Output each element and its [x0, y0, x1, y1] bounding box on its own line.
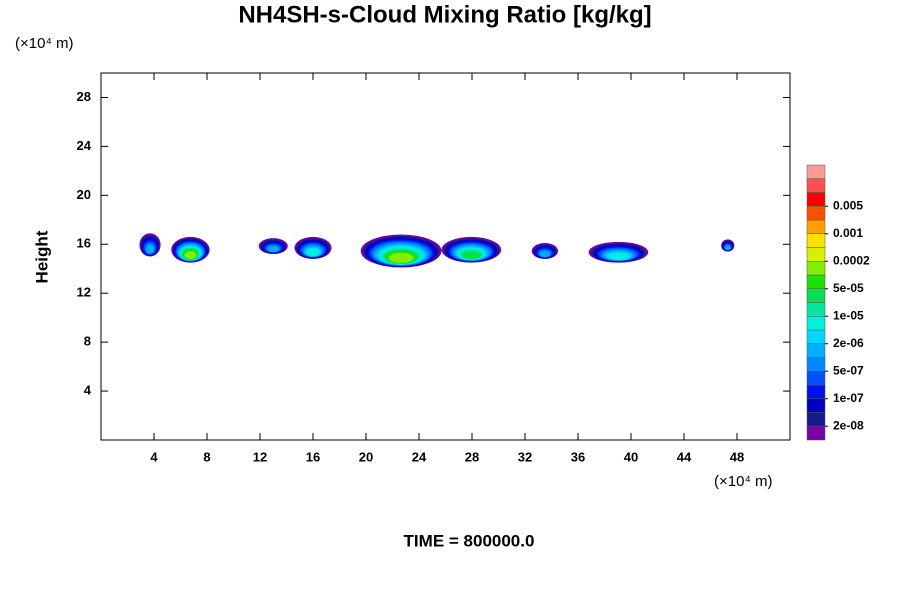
colorbar-swatch — [806, 426, 826, 441]
y-tick-label: 8 — [84, 334, 91, 349]
y-tick-label: 24 — [77, 138, 92, 153]
x-unit: (×10⁴ m) — [714, 473, 773, 490]
colorbar-swatch — [806, 206, 826, 221]
colorbar-label: 2e-06 — [833, 336, 864, 350]
colorbar-swatch — [806, 371, 826, 386]
x-tick-label: 36 — [571, 449, 585, 464]
colorbar-swatch — [806, 219, 826, 234]
y-axis-label: Height — [32, 230, 51, 283]
cloud-level — [608, 252, 629, 260]
y-tick-label: 20 — [77, 187, 91, 202]
colorbar-swatch — [806, 164, 826, 179]
chart-title: NH4SH-s-Cloud Mixing Ratio [kg/kg] — [238, 1, 651, 28]
colorbar-label: 2e-08 — [833, 418, 864, 432]
y-unit: (×10⁴ m) — [15, 35, 74, 52]
colorbar-swatch — [806, 261, 826, 276]
colorbar-label: 5e-07 — [833, 363, 864, 377]
x-tick-label: 12 — [253, 449, 267, 464]
colorbar-swatch — [806, 398, 826, 413]
y-tick-label: 4 — [84, 383, 92, 398]
x-tick-label: 8 — [203, 449, 210, 464]
colorbar-swatch — [806, 412, 826, 427]
y-tick-label: 16 — [77, 236, 91, 251]
x-tick-label: 16 — [306, 449, 320, 464]
colorbar-swatch — [806, 384, 826, 399]
cloud-level — [725, 245, 731, 251]
colorbar-label: 0.005 — [833, 198, 863, 212]
x-tick-label: 4 — [150, 449, 158, 464]
colorbar-label: 5e-05 — [833, 281, 864, 295]
x-tick-label: 20 — [359, 449, 373, 464]
plot-frame — [100, 72, 791, 441]
cloud-level — [388, 252, 414, 263]
colorbar-label: 1e-07 — [833, 391, 864, 405]
colorbar-swatch — [806, 192, 826, 207]
colorbar-swatch — [806, 247, 826, 262]
x-tick-label: 32 — [518, 449, 532, 464]
caption: TIME = 800000.0 — [404, 531, 535, 550]
x-tick-label: 24 — [412, 449, 427, 464]
cloud-level — [540, 251, 550, 257]
colorbar-swatch — [806, 343, 826, 358]
cloud-level — [146, 245, 154, 254]
y-tick-label: 28 — [77, 89, 91, 104]
colorbar-swatch — [806, 274, 826, 289]
cloud-level — [461, 250, 481, 260]
colorbar-swatch — [806, 329, 826, 344]
cloud-level — [306, 248, 320, 257]
cloud-level — [268, 246, 279, 253]
colorbar-label: 1e-05 — [833, 308, 864, 322]
x-tick-label: 48 — [730, 449, 744, 464]
colorbar-swatch — [806, 357, 826, 372]
colorbar-swatch — [806, 233, 826, 248]
colorbar-label: 0.0002 — [833, 253, 870, 267]
colorbar-swatch — [806, 178, 826, 193]
x-tick-label: 44 — [677, 449, 692, 464]
colorbar-swatch — [806, 316, 826, 331]
y-tick-label: 12 — [77, 285, 91, 300]
cloud-level — [184, 251, 197, 260]
contour-field — [139, 233, 735, 268]
colorbar-swatch — [806, 302, 826, 317]
x-tick-label: 28 — [465, 449, 479, 464]
colorbar-swatch — [806, 288, 826, 303]
colorbar-label: 0.001 — [833, 226, 863, 240]
x-tick-label: 40 — [624, 449, 638, 464]
